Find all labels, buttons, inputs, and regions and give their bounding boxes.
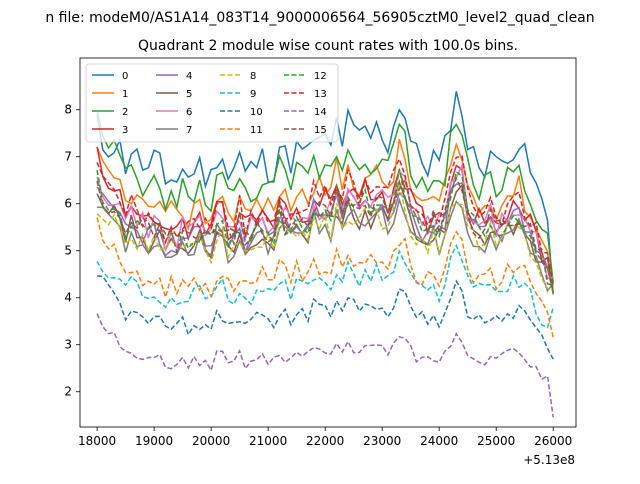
series-line-11 (96, 217, 554, 338)
x-axis: 18000 19000 20000 21000 22000 23000 24000 25000… (78, 427, 572, 448)
legend-label-4: 4 (186, 71, 192, 82)
series-line-13 (96, 155, 554, 287)
series-line-2 (96, 110, 554, 284)
series-line-15 (96, 176, 554, 287)
series-line-1 (96, 138, 554, 294)
legend-label-0: 0 (122, 71, 128, 82)
x-tick-label: 26000 (534, 434, 572, 448)
x-tick-label: 23000 (363, 434, 401, 448)
x-tick-label: 25000 (477, 434, 515, 448)
chart-title: Quadrant 2 module wise count rates with … (138, 38, 518, 54)
y-tick-label: 6 (64, 197, 72, 211)
y-tick-label: 4 (64, 291, 72, 305)
x-tick-label: 24000 (420, 434, 458, 448)
series-line-7 (97, 197, 554, 293)
x-offset-label: +5.13e8 (523, 453, 575, 467)
y-axis: 2 3 4 5 6 7 8 (64, 103, 80, 399)
legend-label-10: 10 (250, 107, 263, 118)
series-line-9 (96, 243, 554, 329)
legend-label-12: 12 (314, 71, 327, 82)
x-tick-label: 20000 (192, 434, 230, 448)
y-tick-label: 3 (64, 338, 72, 352)
legend-label-14: 14 (314, 107, 327, 118)
series-line-10 (97, 275, 554, 360)
x-tick-label: 18000 (78, 434, 116, 448)
legend-label-3: 3 (122, 125, 128, 136)
legend-label-13: 13 (314, 89, 327, 100)
legend-label-8: 8 (250, 71, 256, 82)
series-line-14 (96, 313, 554, 418)
series-line-12 (96, 168, 554, 293)
y-tick-label: 5 (64, 244, 72, 258)
plot-frame (79, 57, 577, 428)
y-tick-label: 2 (64, 385, 72, 399)
legend-label-5: 5 (186, 89, 192, 100)
series-line-8 (96, 183, 554, 292)
legend-label-1: 1 (122, 89, 128, 100)
legend-label-9: 9 (250, 89, 256, 100)
legend-label-2: 2 (122, 107, 128, 118)
legend-label-11: 11 (250, 125, 263, 136)
legend-label-6: 6 (186, 107, 192, 118)
y-tick-label: 7 (64, 150, 72, 164)
x-tick-label: 22000 (306, 434, 344, 448)
legend-label-7: 7 (186, 125, 192, 136)
legend-label-15: 15 (314, 125, 327, 136)
x-tick-label: 21000 (249, 434, 287, 448)
chart-suptitle: n file: modeM0/AS1A14_083T14_9000006564_… (45, 10, 594, 26)
y-tick-label: 8 (64, 103, 72, 117)
series-layer (96, 91, 554, 418)
legend-box (85, 63, 339, 143)
x-tick-label: 19000 (135, 434, 173, 448)
